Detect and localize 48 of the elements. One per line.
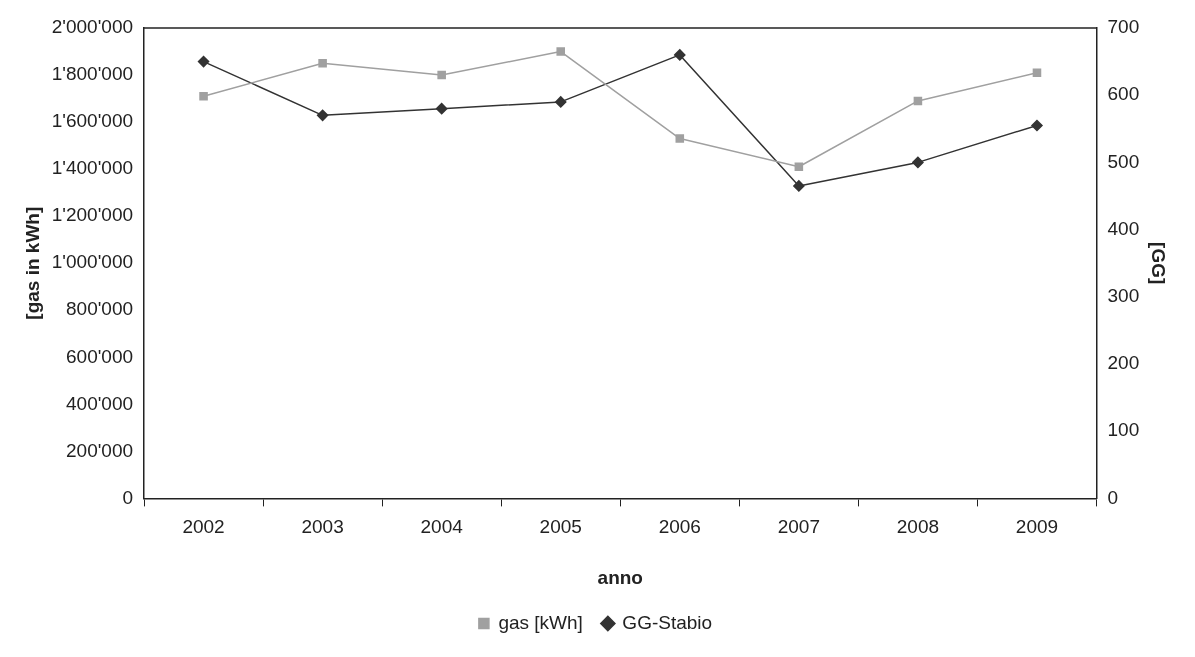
y-tick-label: 0: [122, 486, 134, 508]
y2-tick-label: 0: [1107, 486, 1119, 508]
y2-tick-label: 100: [1107, 419, 1140, 441]
point: [912, 156, 924, 169]
point: [556, 47, 566, 56]
x-tick-label: 2009: [1015, 516, 1059, 538]
point: [674, 49, 686, 61]
point: [794, 162, 804, 172]
y2-tick-label: 300: [1107, 285, 1140, 307]
y-tick-label: 1'600'000: [51, 110, 134, 132]
y-tick-label: 600'000: [65, 345, 134, 367]
y-tick-label: 2'000'000: [51, 16, 134, 38]
point: [197, 55, 210, 68]
y-axis-title: [gas in kWh]: [21, 206, 43, 320]
point: [554, 96, 567, 108]
legend-label: GG-Stabio: [622, 611, 713, 633]
point: [199, 91, 208, 101]
x-axis-title: anno: [597, 566, 643, 588]
y-tick-label: 1'000'000: [51, 251, 134, 273]
point: [435, 102, 448, 115]
x-tick-label: 2005: [539, 516, 582, 538]
y-tick-label: 1'800'000: [51, 63, 134, 85]
x-tick-label: 2008: [896, 516, 940, 538]
y2-tick-label: 400: [1107, 217, 1140, 239]
point: [913, 96, 923, 106]
y2-tick-label: 700: [1107, 16, 1140, 38]
y2-tick-label: 600: [1107, 83, 1140, 105]
x-tick-label: 2003: [301, 516, 344, 538]
y-tick-label: 200'000: [65, 439, 134, 461]
point: [675, 134, 685, 143]
x-tick-label: 2004: [420, 516, 464, 538]
y-tick-label: 400'000: [65, 392, 134, 414]
y-tick-label: 1'400'000: [51, 157, 134, 179]
point: [316, 109, 329, 122]
point: [1031, 119, 1043, 132]
y-tick-label: 1'200'000: [51, 204, 134, 226]
point: [1032, 68, 1042, 77]
point: [437, 70, 446, 80]
x-tick-label: 2006: [658, 516, 701, 538]
y2-axis-title: [GG]: [1148, 242, 1170, 285]
legend-label: gas [kWh]: [498, 611, 583, 633]
point: [318, 58, 327, 68]
point: [793, 180, 805, 192]
x-tick-label: 2002: [182, 516, 225, 538]
y2-tick-label: 500: [1107, 150, 1140, 172]
y2-tick-label: 200: [1107, 352, 1140, 374]
x-tick-label: 2007: [777, 516, 820, 538]
y-tick-label: 800'000: [65, 298, 134, 320]
